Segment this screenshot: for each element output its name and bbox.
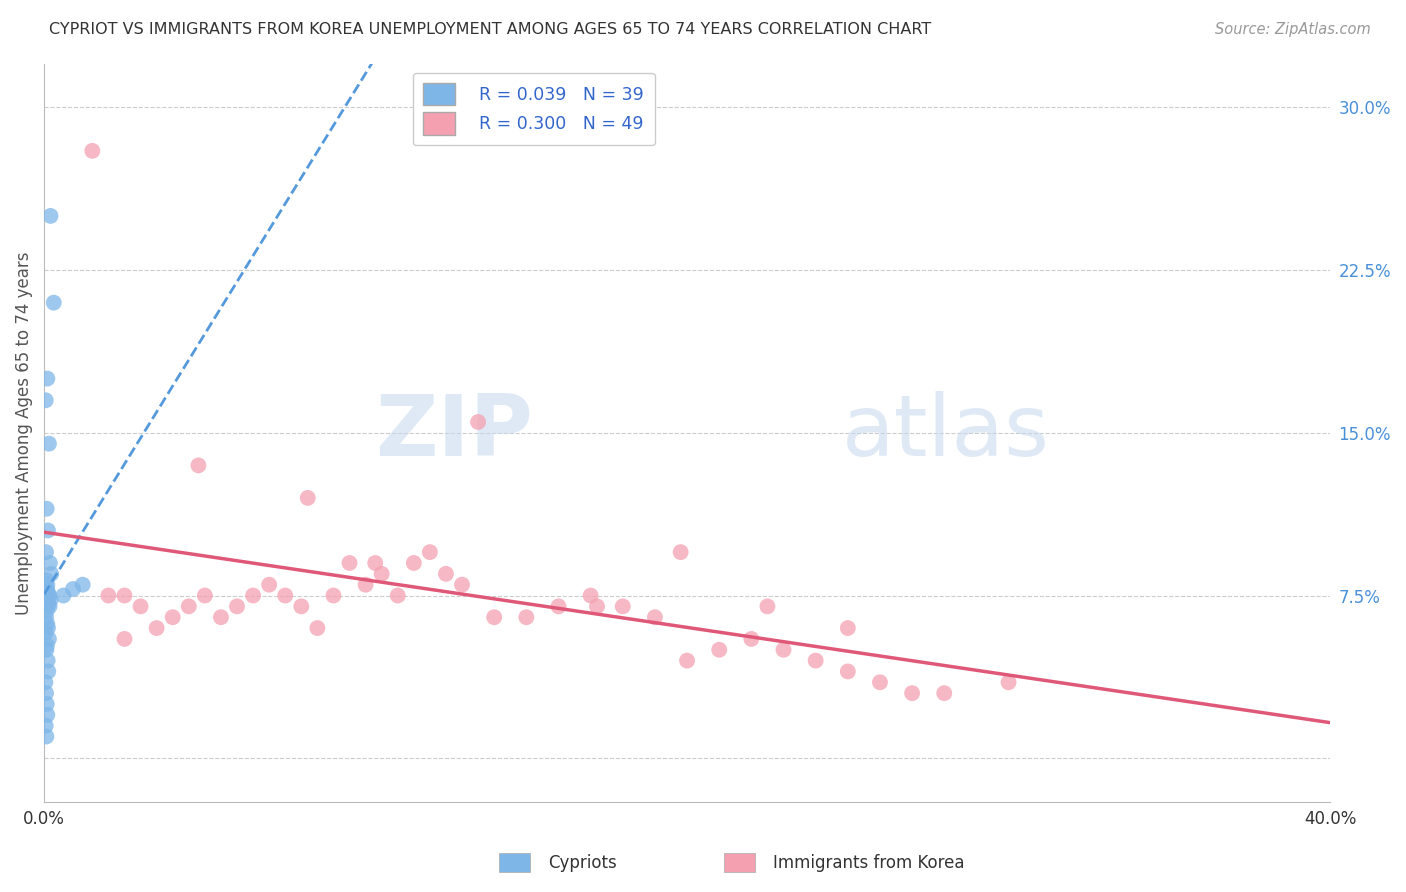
- Point: [354, 577, 377, 591]
- Text: CYPRIOT VS IMMIGRANTS FROM KOREA UNEMPLOYMENT AMONG AGES 65 TO 74 YEARS CORRELAT: CYPRIOT VS IMMIGRANTS FROM KOREA UNEMPLO…: [49, 22, 931, 37]
- Point: [772, 642, 794, 657]
- Point: [515, 610, 537, 624]
- Point: [339, 556, 361, 570]
- Point: [307, 621, 329, 635]
- Point: [402, 556, 425, 570]
- Point: [35, 625, 58, 640]
- Point: [467, 415, 489, 429]
- Point: [242, 589, 264, 603]
- Point: [669, 545, 692, 559]
- Point: [869, 675, 891, 690]
- Bar: [499, 853, 530, 872]
- Text: Source: ZipAtlas.com: Source: ZipAtlas.com: [1215, 22, 1371, 37]
- Bar: [724, 853, 755, 872]
- Point: [434, 566, 457, 581]
- Point: [38, 436, 60, 450]
- Point: [37, 707, 59, 722]
- Point: [35, 501, 58, 516]
- Point: [72, 577, 94, 591]
- Point: [579, 589, 602, 603]
- Point: [38, 589, 60, 603]
- Point: [322, 589, 344, 603]
- Point: [38, 632, 60, 646]
- Point: [364, 556, 387, 570]
- Point: [37, 665, 59, 679]
- Point: [547, 599, 569, 614]
- Point: [35, 610, 58, 624]
- Point: [35, 604, 58, 618]
- Point: [34, 675, 56, 690]
- Point: [387, 589, 409, 603]
- Point: [42, 295, 65, 310]
- Point: [740, 632, 762, 646]
- Point: [644, 610, 666, 624]
- Point: [35, 545, 58, 559]
- Point: [37, 586, 59, 600]
- Point: [39, 209, 62, 223]
- Text: Immigrants from Korea: Immigrants from Korea: [773, 855, 965, 872]
- Point: [35, 639, 58, 653]
- Point: [586, 599, 609, 614]
- Point: [194, 589, 217, 603]
- Point: [37, 577, 59, 591]
- Point: [370, 566, 392, 581]
- Point: [37, 371, 59, 385]
- Point: [37, 524, 59, 538]
- Point: [35, 642, 58, 657]
- Point: [97, 589, 120, 603]
- Point: [35, 574, 58, 588]
- Point: [34, 591, 56, 605]
- Point: [209, 610, 232, 624]
- Point: [39, 592, 62, 607]
- Y-axis label: Unemployment Among Ages 65 to 74 years: Unemployment Among Ages 65 to 74 years: [15, 251, 32, 615]
- Point: [52, 589, 75, 603]
- Point: [35, 686, 58, 700]
- Point: [39, 566, 62, 581]
- Point: [35, 730, 58, 744]
- Point: [226, 599, 249, 614]
- Point: [37, 654, 59, 668]
- Legend:   R = 0.039   N = 39,   R = 0.300   N = 49: R = 0.039 N = 39, R = 0.300 N = 49: [413, 73, 655, 145]
- Point: [37, 616, 59, 631]
- Point: [612, 599, 634, 614]
- Point: [997, 675, 1019, 690]
- Point: [114, 589, 136, 603]
- Point: [709, 642, 731, 657]
- Point: [290, 599, 312, 614]
- Point: [837, 621, 859, 635]
- Point: [297, 491, 319, 505]
- Text: ZIP: ZIP: [375, 392, 533, 475]
- Point: [38, 556, 60, 570]
- Point: [35, 719, 58, 733]
- Point: [38, 597, 60, 611]
- Point: [35, 393, 58, 408]
- Point: [177, 599, 200, 614]
- Point: [162, 610, 184, 624]
- Point: [38, 599, 60, 614]
- Point: [676, 654, 699, 668]
- Point: [37, 621, 59, 635]
- Point: [114, 632, 136, 646]
- Point: [187, 458, 209, 473]
- Point: [257, 577, 280, 591]
- Point: [35, 582, 58, 596]
- Text: Cypriots: Cypriots: [548, 855, 617, 872]
- Point: [901, 686, 924, 700]
- Point: [482, 610, 505, 624]
- Point: [419, 545, 441, 559]
- Point: [129, 599, 152, 614]
- Point: [274, 589, 297, 603]
- Point: [756, 599, 779, 614]
- Point: [804, 654, 827, 668]
- Point: [934, 686, 956, 700]
- Point: [451, 577, 474, 591]
- Point: [37, 595, 59, 609]
- Point: [35, 697, 58, 711]
- Point: [62, 582, 84, 596]
- Point: [82, 144, 104, 158]
- Text: atlas: atlas: [841, 392, 1049, 475]
- Point: [145, 621, 167, 635]
- Point: [837, 665, 859, 679]
